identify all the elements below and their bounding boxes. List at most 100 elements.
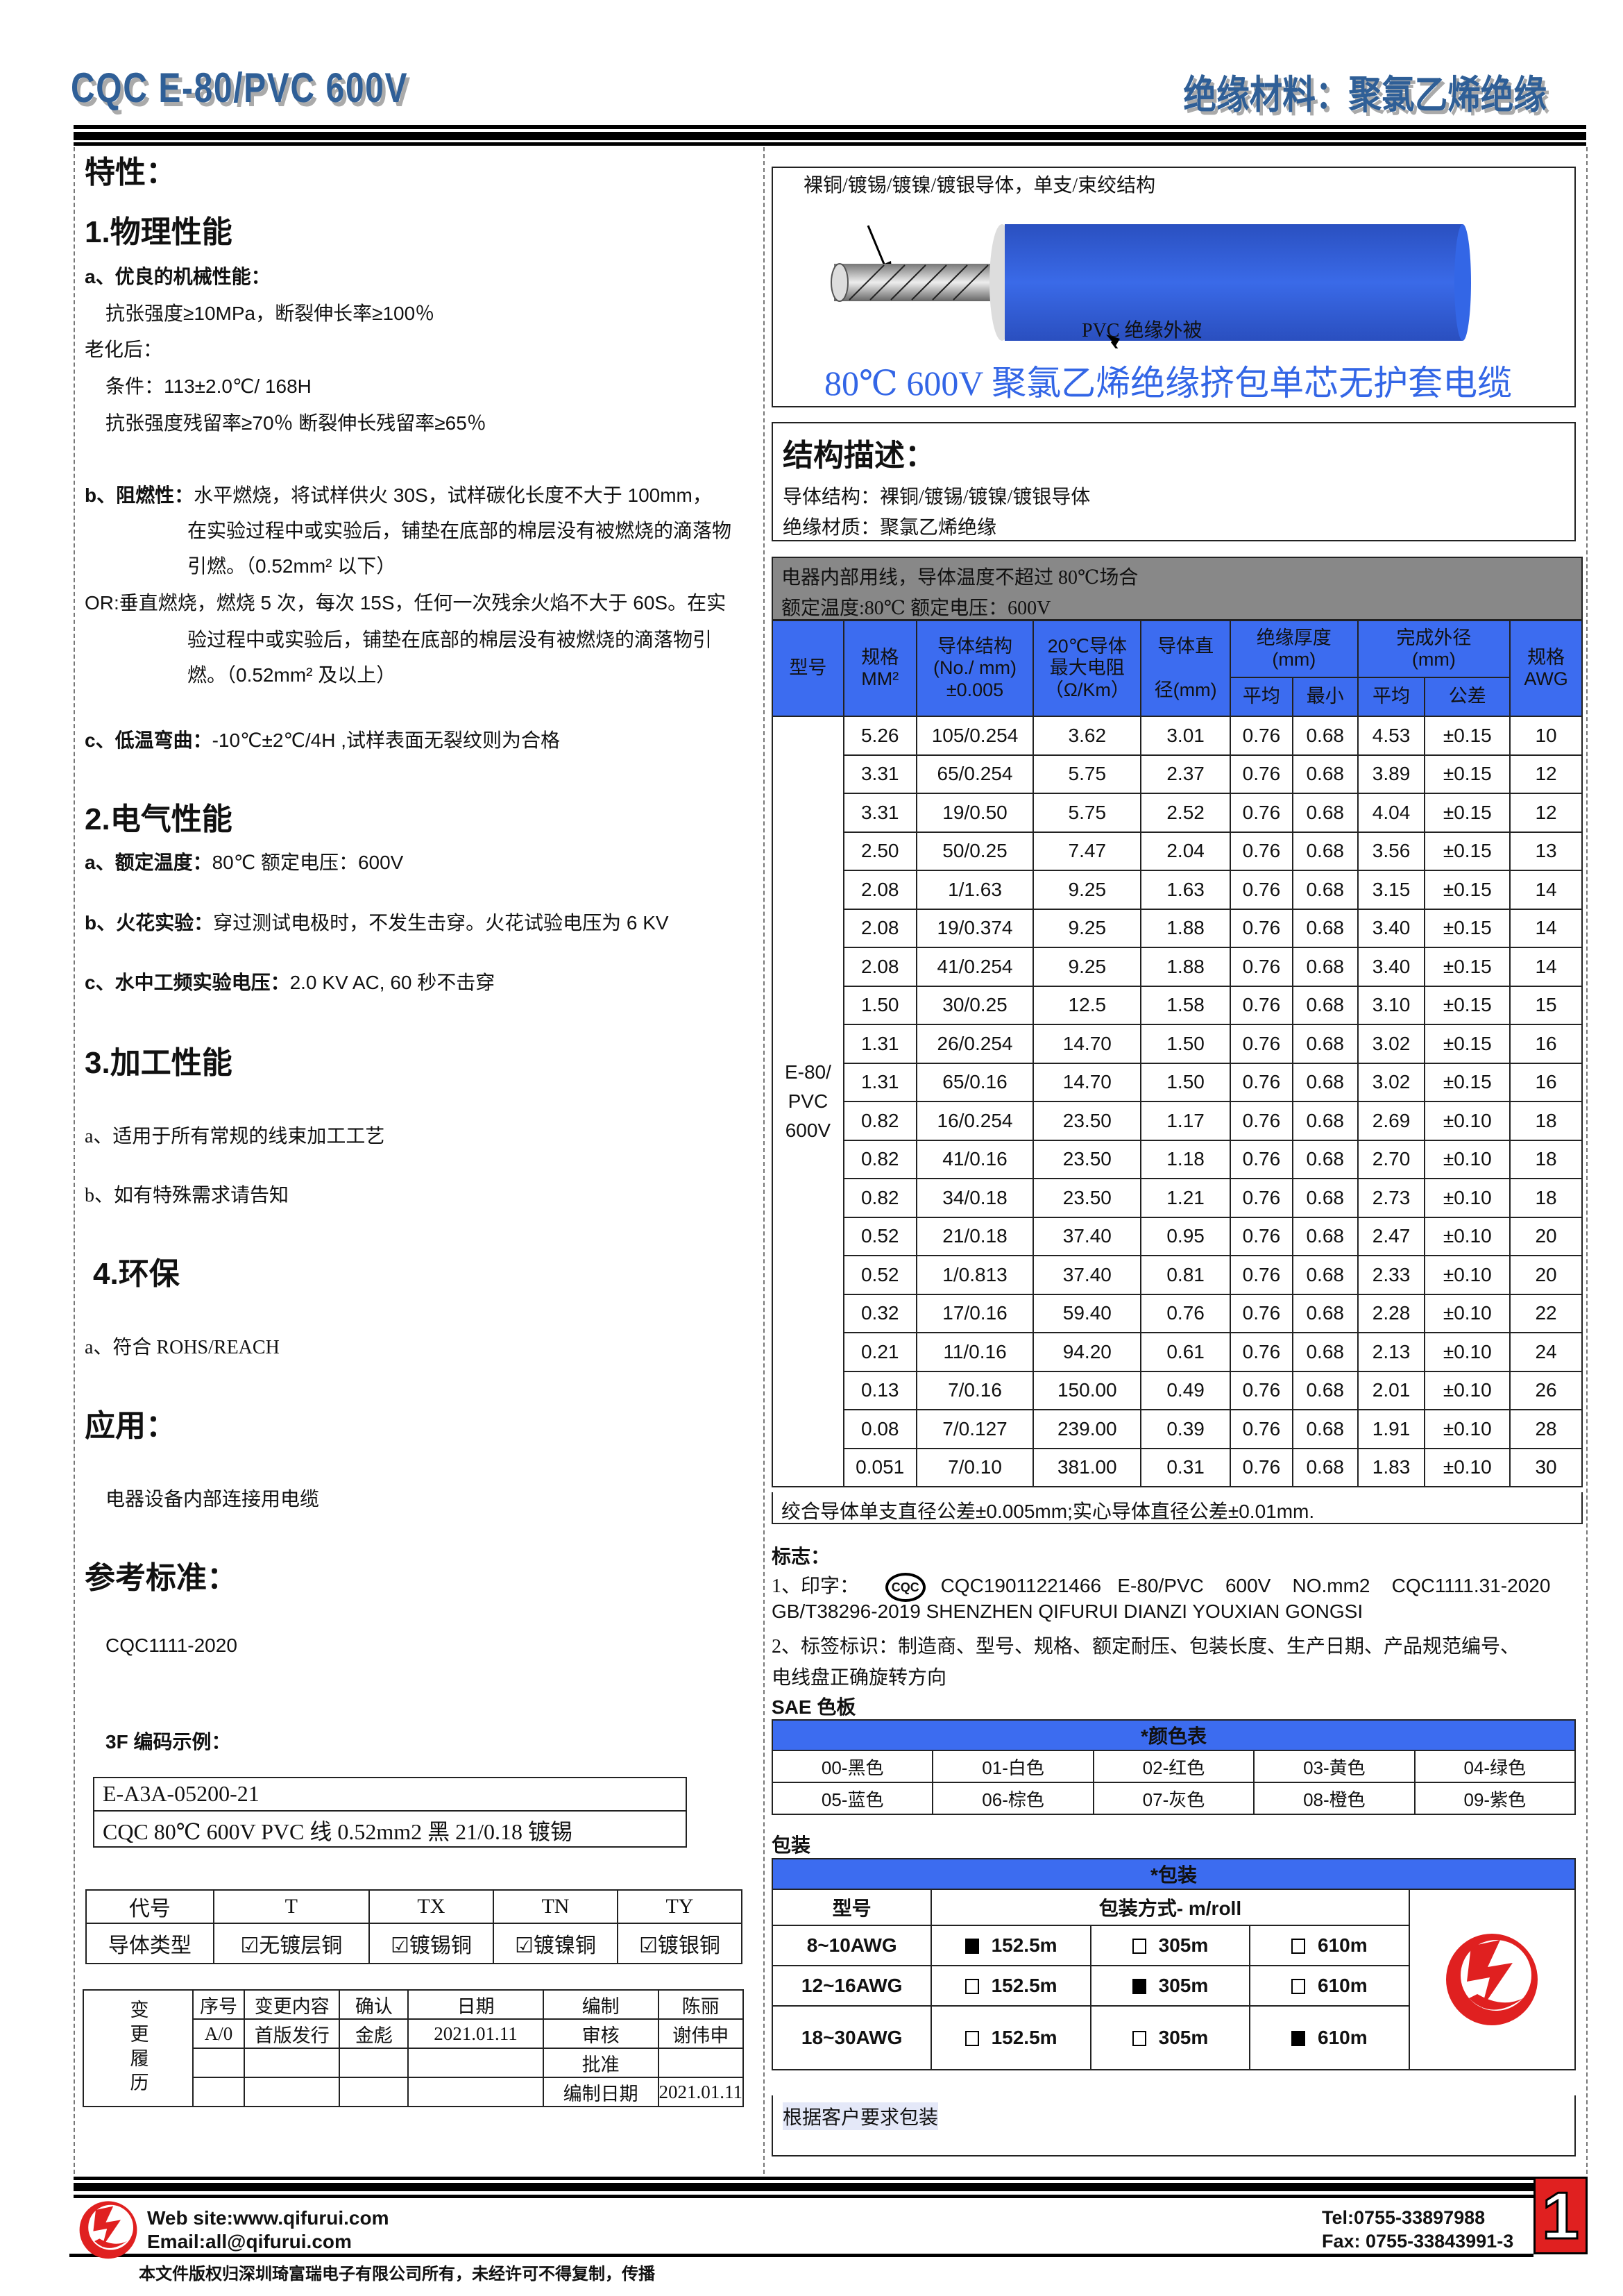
history-side-label: 变更履历 — [83, 1989, 194, 2107]
spec-cell: 2.08 — [842, 947, 917, 987]
email-link[interactable]: Email:all@qifurui.com — [147, 2231, 352, 2252]
spec-cell: 18 — [1509, 1101, 1583, 1141]
spec-row: 0.08 7/0.127 239.00 0.39 0.76 0.68 1.91 ±0.10 28 — [772, 1409, 1583, 1449]
conductor-type-cell: ☑镀银铜 — [616, 1923, 743, 1964]
color-title: SAE 色板 — [772, 1696, 856, 1718]
conductor-type-label: 镀锡铜 — [409, 1934, 472, 1957]
packing-option[interactable]: 305m — [1089, 1965, 1251, 2007]
spec-cell: 2.08 — [842, 870, 917, 910]
spec-cell: 16 — [1509, 1062, 1583, 1102]
history-cell — [192, 2048, 246, 2078]
spec-cell: 16 — [1509, 1024, 1583, 1064]
spec-cell: 34/0.18 — [915, 1178, 1035, 1218]
spec-cell: 0.76 — [1230, 1409, 1293, 1449]
text: OR:垂直燃烧，燃烧 5 次，每次 15S，任何一次残余火焰不大于 60S。在实 — [85, 592, 726, 614]
spec-cell: 3.31 — [842, 754, 917, 794]
packing-row: 18~30AWG 152.5m 305m 610m — [771, 2005, 1575, 2070]
packing-option[interactable]: 610m — [1249, 2005, 1410, 2070]
history-row: A/0 首版发行 金彪 2021.01.11 审核 谢伟申 — [83, 2018, 744, 2049]
spec-row: 3.31 65/0.254 5.75 2.37 0.76 0.68 3.89 ±0.15 12 — [772, 754, 1583, 794]
packing-option[interactable]: 152.5m — [931, 1925, 1091, 1966]
spec-cell: 0.76 — [1230, 1062, 1293, 1102]
history-row: 编制日期 2021.01.11 — [83, 2077, 744, 2107]
packing-option[interactable]: 610m — [1249, 1965, 1410, 2007]
logo-cell — [1408, 1889, 1576, 2070]
checkbox-checked-icon[interactable]: ☑ — [514, 1934, 534, 1958]
checkbox-checked-icon[interactable]: ☑ — [639, 1934, 658, 1958]
spec-cell: ±0.15 — [1424, 754, 1511, 794]
checkbox-checked-icon[interactable]: ☑ — [240, 1934, 260, 1958]
spec-cell: 0.81 — [1140, 1255, 1232, 1295]
text: 抗张强度残留率≥70％ 断裂伸长残留率≥65％ — [105, 412, 486, 434]
company-logo — [1446, 1933, 1538, 2025]
packing-option[interactable]: 305m — [1089, 2005, 1251, 2070]
checkbox-checked-icon[interactable]: ☑ — [390, 1934, 409, 1958]
spec-cell: 0.68 — [1291, 1139, 1359, 1179]
spec-cell: 14.70 — [1033, 1062, 1142, 1102]
spec-cell: 5.26 — [842, 716, 917, 756]
spec-cell: 4.53 — [1357, 716, 1426, 756]
spec-cell: 2.50 — [842, 831, 917, 871]
spec-cell: 0.68 — [1291, 793, 1359, 833]
col-model: 型号 — [771, 1889, 933, 1926]
history-row: 批准 — [83, 2048, 744, 2078]
checkbox-checked-icon[interactable] — [1132, 1979, 1146, 1994]
packing-option[interactable]: 610m — [1249, 1925, 1410, 1966]
packing-length: 305m — [1158, 2027, 1209, 2048]
copyright: 本文件版权归深圳琦富瑞电子有限公司所有，未经许可不得复制，传播 — [139, 2265, 655, 2284]
conductor-type-cell: ☑镀锡铜 — [368, 1923, 494, 1964]
checkbox-empty-icon[interactable] — [1291, 1979, 1305, 1994]
packing-length: 152.5m — [991, 1934, 1057, 1956]
spec-cell: 24 — [1509, 1332, 1583, 1372]
spec-cell: 2.08 — [842, 908, 917, 948]
spec-cell: 5.75 — [1033, 754, 1142, 794]
website-link[interactable]: Web site:www.qifurui.com — [147, 2207, 389, 2229]
text: 电器设备内部连接用电缆 — [105, 1489, 320, 1510]
color-item: 03-黄色 — [1253, 1750, 1416, 1783]
spec-note: 电器内部用线，导体温度不超过 80℃场合 额定温度:80℃ 额定电压：600V — [772, 557, 1583, 621]
spec-cell: 2.13 — [1357, 1332, 1426, 1372]
checkbox-empty-icon[interactable] — [1291, 1939, 1305, 1954]
checkbox-empty-icon[interactable] — [1132, 1939, 1146, 1954]
history-cell — [339, 2048, 409, 2078]
spec-row: 0.82 41/0.16 23.50 1.18 0.76 0.68 2.70 ±0.10 18 — [772, 1139, 1583, 1179]
history-cell: 序号 — [192, 1989, 246, 2020]
spec-cell: 2.70 — [1357, 1139, 1426, 1179]
spec-cell: 13 — [1509, 831, 1583, 871]
checkbox-checked-icon[interactable] — [1291, 2031, 1305, 2046]
spec-cell: 0.68 — [1291, 1409, 1359, 1449]
packing-option[interactable]: 152.5m — [931, 2005, 1091, 2070]
checkbox-empty-icon[interactable] — [965, 2031, 979, 2046]
spec-cell: 94.20 — [1033, 1332, 1142, 1372]
code-description: CQC 80℃ 600V PVC 线 0.52mm2 黑 21/0.18 镀锡 — [103, 1819, 573, 1844]
spec-cell: 22 — [1509, 1293, 1583, 1333]
spec-cell: 10 — [1509, 716, 1583, 756]
spec-cell: 0.68 — [1291, 985, 1359, 1025]
checkbox-checked-icon[interactable] — [965, 1939, 979, 1954]
spec-row: 1.50 30/0.25 12.5 1.58 0.76 0.68 3.10 ±0.15 15 — [772, 985, 1583, 1025]
packing-option[interactable]: 152.5m — [931, 1965, 1091, 2007]
spec-row: 0.21 11/0.16 94.20 0.61 0.76 0.68 2.13 ±0.10 24 — [772, 1332, 1583, 1372]
packing-title: 包装 — [772, 1835, 811, 1857]
label: b、火花实验： — [85, 912, 214, 934]
marking-title: 标志： — [772, 1546, 831, 1568]
text: GB/T38296-2019 SHENZHEN QIFURUI DIANZI Y… — [772, 1601, 1363, 1622]
checkbox-empty-icon[interactable] — [1132, 2031, 1146, 2046]
spec-footnote-box: 绞合导体单支直径公差±0.005mm;实心导体直径公差±0.01mm. — [772, 1492, 1583, 1524]
spec-cell: 41/0.254 — [915, 947, 1035, 987]
text: 验过程中或实验后，铺垫在底部的棉层没有被燃烧的滴落物引 — [187, 629, 713, 650]
spec-cell: 0.76 — [1230, 947, 1293, 987]
header-rule — [74, 142, 1586, 146]
spec-row: E-80/ PVC 600V 5.26 105/0.254 3.62 3.01 0.76 0… — [772, 716, 1583, 1487]
spec-cell: 0.76 — [1230, 908, 1293, 948]
spec-cell: 3.02 — [1357, 1024, 1426, 1064]
checkbox-empty-icon[interactable] — [965, 1979, 979, 1994]
history-cell: 金彪 — [339, 2018, 409, 2049]
spec-row: 0.52 21/0.18 37.40 0.95 0.76 0.68 2.47 ±0.10 20 — [772, 1216, 1583, 1256]
spec-cell: 0.49 — [1140, 1370, 1232, 1410]
color-item: 02-红色 — [1092, 1750, 1255, 1783]
footer-rule — [74, 2177, 1534, 2180]
spec-cell: 0.68 — [1291, 754, 1359, 794]
packing-option[interactable]: 305m — [1089, 1925, 1251, 1966]
text: 80℃ 额定电压：600V — [212, 852, 404, 873]
